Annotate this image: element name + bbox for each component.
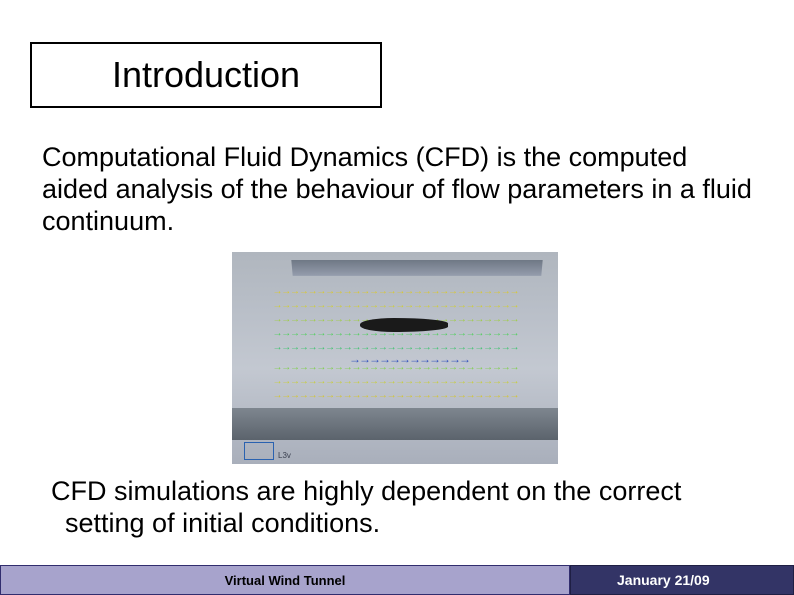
footer-date: January 21/09 bbox=[617, 572, 710, 588]
axis-indicator-icon bbox=[244, 442, 274, 460]
slide-title: Introduction bbox=[112, 54, 300, 96]
tunnel-ceiling bbox=[291, 260, 542, 276]
tunnel-floor bbox=[232, 408, 558, 440]
footer-left: Virtual Wind Tunnel bbox=[0, 565, 570, 595]
airfoil-shape bbox=[360, 318, 448, 332]
footer-bar: Virtual Wind Tunnel January 21/09 bbox=[0, 565, 794, 595]
intro-paragraph-2: CFD simulations are highly dependent on … bbox=[35, 476, 755, 540]
intro-paragraph-1: Computational Fluid Dynamics (CFD) is th… bbox=[42, 142, 754, 238]
footer-right: January 21/09 bbox=[570, 565, 794, 595]
footer-project-name: Virtual Wind Tunnel bbox=[225, 573, 346, 588]
vector-row: → → → → → → → → → → → → → → → → → → → → … bbox=[232, 376, 558, 387]
cfd-figure: → → → → → → → → → → → → → → → → → → → → … bbox=[232, 252, 558, 464]
vector-row: → → → → → → → → → → → → → → → → → → → → … bbox=[232, 390, 558, 401]
vector-row: → → → → → → → → → → → → → → → → → → → → … bbox=[232, 300, 558, 311]
vector-row: → → → → → → → → → → → → → → → → → → → → … bbox=[232, 286, 558, 297]
axis-label: L3v bbox=[278, 451, 291, 460]
vector-row: → → → → → → → → → → → → → → → → → → → → … bbox=[232, 362, 558, 373]
title-box: Introduction bbox=[30, 42, 382, 108]
